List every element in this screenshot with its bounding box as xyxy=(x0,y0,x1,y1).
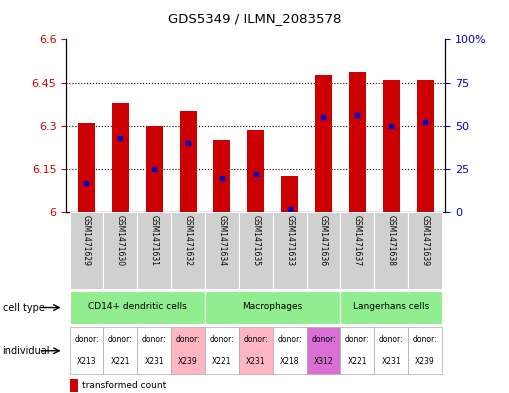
Bar xyxy=(213,140,231,212)
Text: GSM1471638: GSM1471638 xyxy=(387,215,395,266)
Text: cell type: cell type xyxy=(3,303,44,312)
Text: GDS5349 / ILMN_2083578: GDS5349 / ILMN_2083578 xyxy=(168,12,341,25)
Bar xyxy=(78,123,95,212)
Text: X231: X231 xyxy=(246,357,266,366)
Text: donor:: donor: xyxy=(277,336,302,344)
Bar xyxy=(341,212,374,289)
Text: GSM1471633: GSM1471633 xyxy=(285,215,294,266)
Bar xyxy=(70,379,78,392)
Bar xyxy=(137,212,171,289)
Text: donor:: donor: xyxy=(142,336,166,344)
Text: X218: X218 xyxy=(280,357,299,366)
Text: X312: X312 xyxy=(314,357,333,366)
Text: donor:: donor: xyxy=(210,336,234,344)
Bar xyxy=(273,212,306,289)
Bar xyxy=(137,327,171,374)
Bar xyxy=(103,212,137,289)
Bar xyxy=(205,327,239,374)
Text: individual: individual xyxy=(3,346,50,356)
Bar xyxy=(383,80,400,212)
Bar xyxy=(374,212,408,289)
Text: donor:: donor: xyxy=(108,336,133,344)
Bar xyxy=(341,327,374,374)
Bar xyxy=(180,111,196,212)
Text: donor:: donor: xyxy=(379,336,404,344)
Bar xyxy=(171,327,205,374)
Text: GSM1471631: GSM1471631 xyxy=(150,215,159,266)
Bar xyxy=(112,103,129,212)
Text: X221: X221 xyxy=(110,357,130,366)
Bar xyxy=(374,327,408,374)
Text: GSM1471630: GSM1471630 xyxy=(116,215,125,266)
Bar xyxy=(247,130,264,212)
Bar xyxy=(70,212,103,289)
Bar xyxy=(205,212,239,289)
Bar xyxy=(408,327,442,374)
Bar xyxy=(70,327,103,374)
Bar xyxy=(416,80,434,212)
Text: donor:: donor: xyxy=(413,336,437,344)
Text: X239: X239 xyxy=(415,357,435,366)
Text: GSM1471634: GSM1471634 xyxy=(217,215,227,266)
Bar xyxy=(103,327,137,374)
Text: GSM1471637: GSM1471637 xyxy=(353,215,362,266)
Text: transformed count: transformed count xyxy=(82,381,166,390)
Text: X231: X231 xyxy=(145,357,164,366)
Bar xyxy=(205,291,341,324)
Bar xyxy=(281,176,298,212)
Text: X231: X231 xyxy=(381,357,401,366)
Bar xyxy=(306,212,341,289)
Text: GSM1471635: GSM1471635 xyxy=(251,215,260,266)
Text: X213: X213 xyxy=(77,357,96,366)
Text: CD14+ dendritic cells: CD14+ dendritic cells xyxy=(88,302,187,311)
Bar xyxy=(349,72,366,212)
Bar xyxy=(146,126,163,212)
Text: donor:: donor: xyxy=(311,336,336,344)
Text: X221: X221 xyxy=(348,357,367,366)
Bar xyxy=(239,327,273,374)
Text: GSM1471629: GSM1471629 xyxy=(82,215,91,266)
Text: donor:: donor: xyxy=(176,336,201,344)
Bar xyxy=(273,327,306,374)
Text: X221: X221 xyxy=(212,357,232,366)
Text: GSM1471632: GSM1471632 xyxy=(184,215,192,266)
Text: donor:: donor: xyxy=(243,336,268,344)
Bar xyxy=(315,75,332,212)
Bar xyxy=(171,212,205,289)
Text: X239: X239 xyxy=(178,357,198,366)
Bar xyxy=(408,212,442,289)
Text: Macrophages: Macrophages xyxy=(243,302,303,311)
Bar xyxy=(341,291,442,324)
Text: GSM1471636: GSM1471636 xyxy=(319,215,328,266)
Text: donor:: donor: xyxy=(74,336,99,344)
Text: donor:: donor: xyxy=(345,336,370,344)
Bar xyxy=(70,291,205,324)
Text: Langerhans cells: Langerhans cells xyxy=(353,302,429,311)
Bar xyxy=(239,212,273,289)
Text: GSM1471639: GSM1471639 xyxy=(420,215,430,266)
Bar xyxy=(306,327,341,374)
